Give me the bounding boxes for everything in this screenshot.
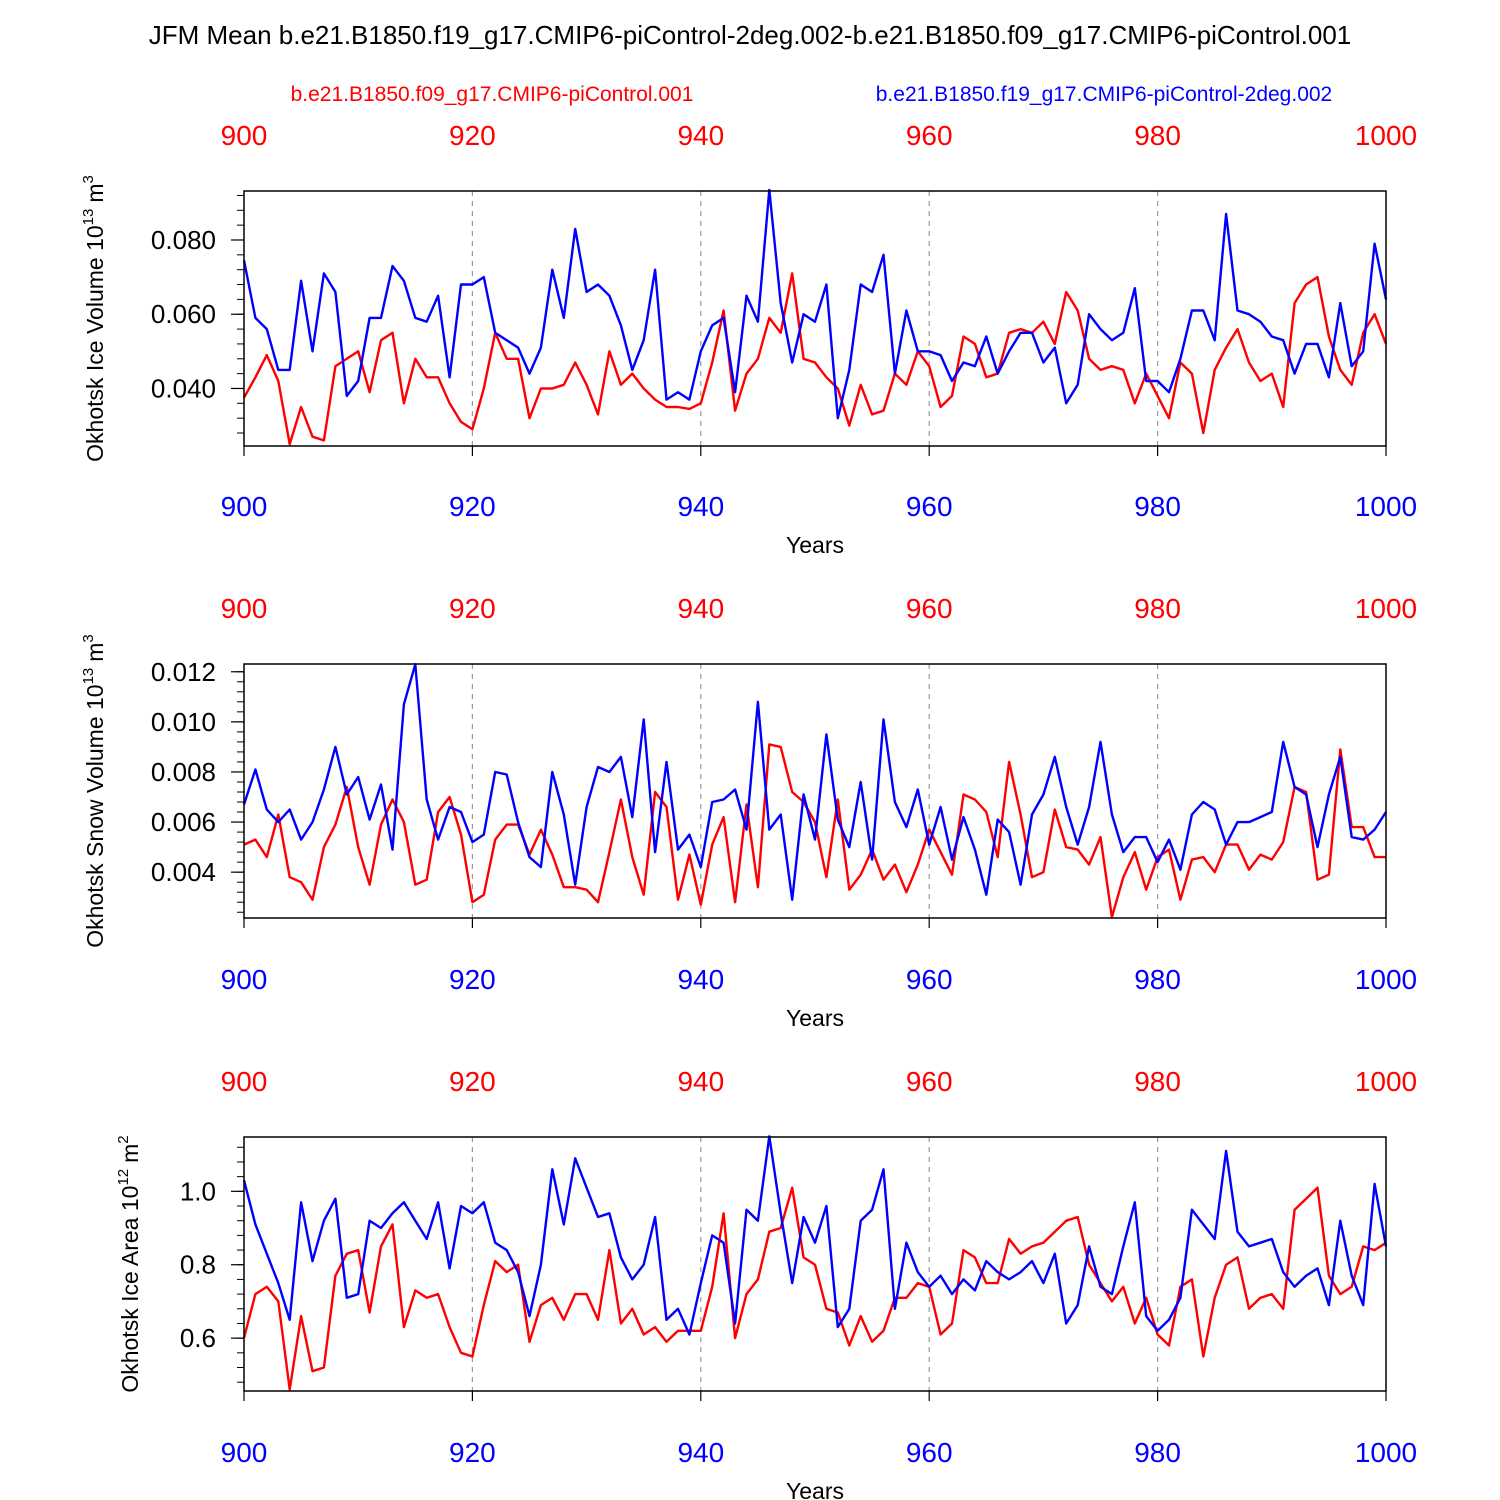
- x-tick-label-bottom: 940: [677, 1437, 724, 1468]
- x-tick-label-top: 980: [1134, 120, 1181, 151]
- plot-frame: [243, 1136, 1387, 1392]
- x-tick-label-bottom: 920: [449, 964, 496, 995]
- x-tick-label-bottom: 980: [1134, 1437, 1181, 1468]
- panel-snow-volume: 0.004 0.006 0.008 0.010 0.012 900 900 920 920 940…: [80, 593, 1417, 1031]
- y-axis-label-exponent: 13: [80, 209, 97, 226]
- x-axis-label: Years: [786, 532, 844, 558]
- y-axis-label-unit-exponent: 3: [80, 175, 97, 183]
- x-tick-label-bottom: 980: [1134, 491, 1181, 522]
- y-axis-label: Okhotsk Snow Volume 1013 m3: [80, 634, 108, 948]
- y-axis-label-exponent: 12: [115, 1169, 132, 1186]
- x-tick-label-bottom: 900: [221, 1437, 268, 1468]
- x-tick-label-top: 980: [1134, 593, 1181, 624]
- series-line-blue: [242, 188, 1388, 420]
- x-tick-label-top: 960: [906, 593, 953, 624]
- y-axis-label-unit: m: [82, 183, 108, 202]
- x-tick-label-top: 960: [906, 120, 953, 151]
- y-tick-label: 0.8: [180, 1250, 216, 1280]
- y-axis-label-unit: m: [117, 1144, 143, 1163]
- x-tick-label-top: 940: [677, 1066, 724, 1097]
- y-tick-label: 0.006: [151, 807, 216, 837]
- y-tick-label: 0.012: [151, 657, 216, 687]
- y-tick-label: 0.6: [180, 1323, 216, 1353]
- y-tick-label: 0.040: [151, 373, 216, 403]
- x-tick-label-top: 1000: [1355, 593, 1417, 624]
- x-axis-label: Years: [786, 1478, 844, 1500]
- x-tick-label-top: 920: [449, 1066, 496, 1097]
- panel-ice-area: 0.6 0.8 1.0 900 900 920 920 940 940 960 960 980 980 1…: [115, 1066, 1417, 1500]
- series-line-blue: [242, 1135, 1388, 1336]
- y-axis-label: Okhotsk Ice Area 1012 m2: [115, 1135, 143, 1392]
- x-tick-label-top: 1000: [1355, 120, 1417, 151]
- series-line-red: [243, 743, 1386, 919]
- x-tick-label-bottom: 1000: [1355, 1437, 1417, 1468]
- y-axis-label-unit-exponent: 3: [80, 634, 97, 642]
- x-tick-label-top: 900: [221, 120, 268, 151]
- x-axis-label: Years: [786, 1005, 844, 1031]
- y-axis-label: Okhotsk Ice Volume 1013 m3: [80, 175, 108, 462]
- x-tick-label-top: 940: [677, 120, 724, 151]
- plot-frame: [243, 663, 1387, 919]
- x-tick-label-bottom: 1000: [1355, 964, 1417, 995]
- x-tick-label-top: 980: [1134, 1066, 1181, 1097]
- y-tick-label: 1.0: [180, 1176, 216, 1206]
- y-axis-label-text: Okhotsk Snow Volume 10: [82, 684, 108, 947]
- x-tick-label-top: 960: [906, 1066, 953, 1097]
- x-tick-label-bottom: 940: [677, 964, 724, 995]
- x-tick-label-top: 900: [221, 1066, 268, 1097]
- x-tick-label-bottom: 920: [449, 1437, 496, 1468]
- y-axis-label-text: Okhotsk Ice Area 10: [117, 1186, 143, 1393]
- y-axis-label-unit: m: [82, 643, 108, 662]
- y-tick-label: 0.010: [151, 707, 216, 737]
- legend-blue-label: b.e21.B1850.f19_g17.CMIP6-piControl-2deg…: [876, 83, 1332, 106]
- y-tick-label: 0.060: [151, 299, 216, 329]
- y-tick-label: 0.008: [151, 757, 216, 787]
- series-line-red: [242, 1186, 1387, 1391]
- x-tick-label-top: 920: [449, 593, 496, 624]
- y-tick-label: 0.080: [151, 225, 216, 255]
- x-tick-label-top: 940: [677, 593, 724, 624]
- series-line-red: [242, 272, 1388, 446]
- x-tick-label-top: 920: [449, 120, 496, 151]
- x-tick-label-bottom: 1000: [1355, 491, 1417, 522]
- y-axis-label-text: Okhotsk Ice Volume 10: [82, 225, 108, 462]
- y-axis-label-unit-exponent: 2: [115, 1135, 132, 1143]
- y-axis-label-exponent: 13: [80, 668, 97, 685]
- figure-title: JFM Mean b.e21.B1850.f19_g17.CMIP6-piCon…: [149, 20, 1352, 50]
- x-tick-label-bottom: 920: [449, 491, 496, 522]
- x-tick-label-bottom: 940: [677, 491, 724, 522]
- series-line-blue: [242, 663, 1388, 901]
- x-tick-label-bottom: 960: [906, 964, 953, 995]
- legend-red-label: b.e21.B1850.f09_g17.CMIP6-piControl.001: [291, 83, 694, 106]
- x-tick-label-top: 1000: [1355, 1066, 1417, 1097]
- x-tick-label-bottom: 960: [906, 1437, 953, 1468]
- x-tick-label-bottom: 900: [221, 491, 268, 522]
- x-tick-label-bottom: 980: [1134, 964, 1181, 995]
- x-tick-label-top: 900: [221, 593, 268, 624]
- x-tick-label-bottom: 900: [221, 964, 268, 995]
- panel-ice-volume: 0.040 0.060 0.080 900 900 920 920 940 940 960 960 9…: [80, 120, 1417, 558]
- y-tick-label: 0.004: [151, 857, 216, 887]
- plot-frame: [243, 190, 1387, 447]
- x-tick-label-bottom: 960: [906, 491, 953, 522]
